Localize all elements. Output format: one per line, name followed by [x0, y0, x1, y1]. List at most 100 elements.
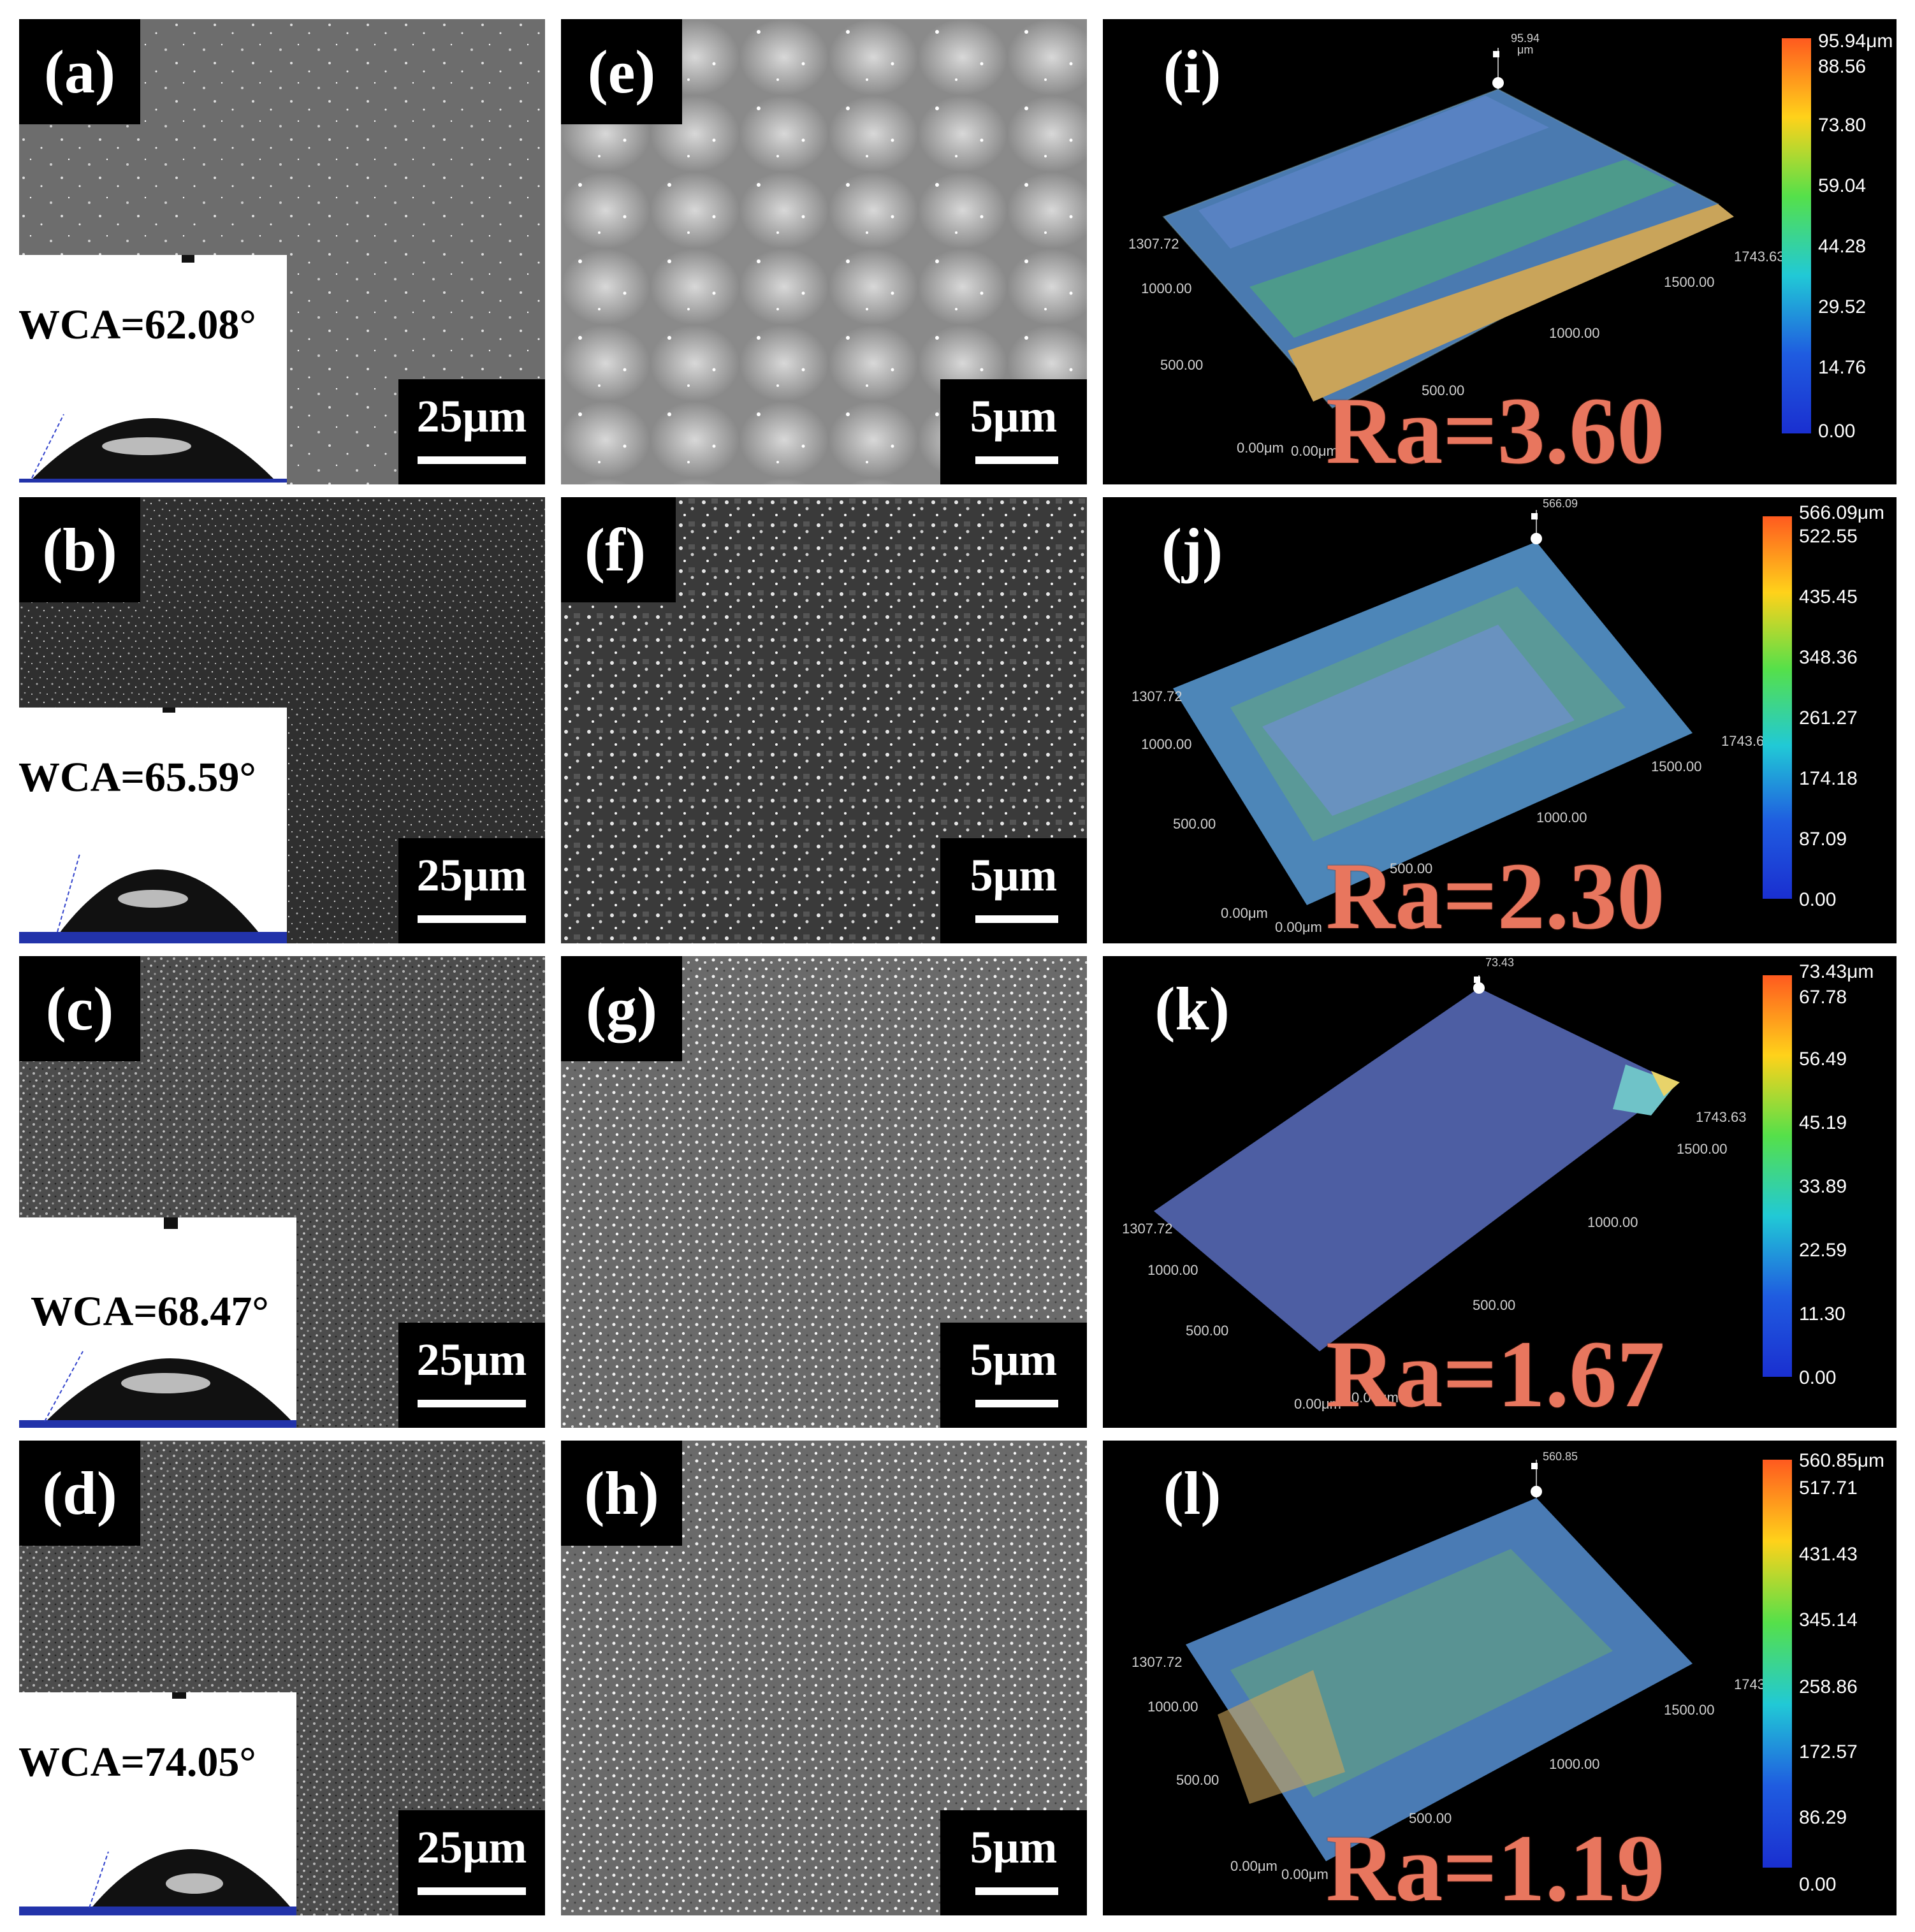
ra-value: Ra=1.19 [1326, 1815, 1665, 1915]
surface-plot [1162, 48, 1734, 409]
y-axis-1000: 1000.00 [1147, 1699, 1198, 1715]
sem-panel-f: (f) 5μm [561, 497, 1087, 943]
ra-value: Ra=1.67 [1326, 1321, 1665, 1427]
x-axis-1000: 1000.00 [1549, 325, 1600, 341]
colorbar-tick: 22.59 [1799, 1240, 1847, 1261]
surface-plot [1186, 1460, 1693, 1861]
z-unit-label: μm [1517, 43, 1534, 56]
scale-line [418, 915, 526, 923]
droplet-image [19, 1217, 296, 1428]
scale-line [975, 915, 1058, 923]
ra-value: Ra=2.30 [1326, 843, 1665, 943]
colorbar-tick: 566.09μm [1799, 502, 1885, 523]
panel-label: (h) [561, 1441, 682, 1546]
panel-label: (i) [1163, 38, 1221, 106]
colorbar-tick: 435.45 [1799, 586, 1858, 607]
colorbar-tick: 11.30 [1799, 1304, 1846, 1325]
origin-y-label: 0.00μm [1221, 905, 1268, 921]
panel-label: (d) [19, 1441, 140, 1546]
scale-bar: 25μm [398, 838, 545, 943]
scale-bar: 5μm [940, 838, 1087, 943]
scale-bar: 25μm [398, 1323, 545, 1428]
colorbar-tick: 29.52 [1818, 296, 1867, 317]
scale-bar: 5μm [940, 1810, 1087, 1915]
colorbar-tick: 14.76 [1818, 357, 1867, 378]
wca-value: WCA=62.08° [19, 301, 256, 348]
colorbar-tick: 67.78 [1799, 987, 1847, 1008]
scale-label: 25μm [416, 850, 527, 901]
surface-plot [1173, 510, 1693, 905]
x-axis-500: 500.00 [1473, 1297, 1516, 1313]
colorbar-tick: 172.57 [1799, 1741, 1858, 1762]
colorbar-tick: 86.29 [1799, 1807, 1847, 1828]
panel-label: (k) [1154, 975, 1230, 1043]
x-axis-1000: 1000.00 [1549, 1756, 1600, 1772]
colorbar-tick: 348.36 [1799, 647, 1858, 668]
sem-panel-e: (e) 5μm [561, 19, 1087, 484]
droplet-inset: WCA=65.59° [19, 708, 287, 943]
x-axis-1500: 1500.00 [1677, 1141, 1728, 1157]
x-axis-500: 500.00 [1409, 1810, 1452, 1826]
scale-line [418, 456, 526, 464]
colorbar-tick: 88.56 [1818, 56, 1867, 77]
wca-value: WCA=65.59° [19, 754, 256, 801]
panel-label: (f) [561, 497, 676, 602]
y-axis-max: 1307.72 [1132, 1654, 1183, 1670]
scale-label: 5μm [970, 1822, 1058, 1873]
z-peak-label: 95.94 [1511, 32, 1540, 45]
scale-label: 25μm [416, 391, 527, 442]
x-axis-500: 500.00 [1422, 382, 1465, 398]
y-axis-500: 500.00 [1186, 1323, 1229, 1339]
scale-label: 25μm [416, 1334, 527, 1385]
y-axis-max: 1307.72 [1128, 236, 1179, 252]
roughness-panel-k: (k) 73.43 1307.72 1000.00 500.00 0.00μm … [1103, 956, 1897, 1428]
wca-panel-c: (c) WCA=68.47° 25μm [19, 956, 545, 1428]
panel-label: (a) [19, 19, 140, 124]
colorbar-tick: 33.89 [1799, 1176, 1847, 1197]
x-axis-500: 500.00 [1390, 861, 1433, 876]
y-axis-1000: 1000.00 [1141, 280, 1192, 296]
wca-panel-b: (b) WCA=65.59° 25μm [19, 497, 545, 943]
z-peak-label: 560.85 [1543, 1450, 1578, 1463]
colorbar-tick: 174.18 [1799, 768, 1858, 789]
color-scale-bar [1763, 1460, 1792, 1868]
colorbar-tick: 345.14 [1799, 1609, 1858, 1631]
wca-panel-d: (d) WCA=74.05° 25μm [19, 1441, 545, 1915]
scale-bar: 5μm [940, 1323, 1087, 1428]
colorbar-tick: 56.49 [1799, 1049, 1847, 1070]
droplet-inset: WCA=62.08° [19, 255, 287, 484]
x-axis-max: 1743.63 [1734, 249, 1785, 265]
panel-label: (b) [19, 497, 140, 602]
x-axis-1500: 1500.00 [1664, 1702, 1715, 1718]
y-axis-500: 500.00 [1173, 816, 1216, 832]
scale-label: 5μm [970, 1334, 1058, 1385]
origin-y-label: 0.00μm [1237, 440, 1284, 456]
origin-y-label: 0.00μm [1230, 1858, 1278, 1874]
droplet-inset: WCA=68.47° [19, 1217, 296, 1428]
ra-value: Ra=3.60 [1326, 378, 1665, 484]
wca-panel-a: (a) WCA=62.08° 25μm [19, 19, 545, 484]
colorbar-tick: 0.00 [1818, 421, 1856, 442]
panel-label: (l) [1163, 1459, 1221, 1527]
scale-line [975, 1887, 1058, 1895]
x-axis-1500: 1500.00 [1651, 759, 1702, 774]
colorbar-tick: 522.55 [1799, 526, 1858, 547]
scale-line [418, 1887, 526, 1895]
scale-line [975, 456, 1058, 464]
x-axis-1000: 1000.00 [1536, 810, 1587, 825]
colorbar-tick: 560.85μm [1799, 1450, 1885, 1471]
colorbar-tick: 73.43μm [1799, 961, 1874, 982]
roughness-panel-j: (j) 566.09 1307.72 1000.00 500.00 0.00μm… [1103, 497, 1897, 943]
x-axis-max: 1743.63 [1696, 1109, 1747, 1125]
origin-x-label: 0.00μm [1291, 443, 1338, 459]
wca-value: WCA=68.47° [31, 1288, 269, 1335]
roughness-panel-l: (l) 560.85 1307.72 1000.00 500.00 0.00μm… [1103, 1441, 1897, 1915]
color-scale-bar [1763, 975, 1792, 1377]
scale-line [418, 1400, 526, 1407]
roughness-panel-i: (i) 95.94 μm 1307.72 1000.00 500.00 0.00… [1103, 19, 1897, 484]
origin-x-label: 0.00μm [1351, 1390, 1399, 1405]
y-axis-max: 1307.72 [1132, 688, 1183, 704]
panel-label: (j) [1161, 516, 1223, 584]
z-peak-label: 566.09 [1543, 497, 1578, 510]
colorbar-tick: 45.19 [1799, 1112, 1847, 1133]
